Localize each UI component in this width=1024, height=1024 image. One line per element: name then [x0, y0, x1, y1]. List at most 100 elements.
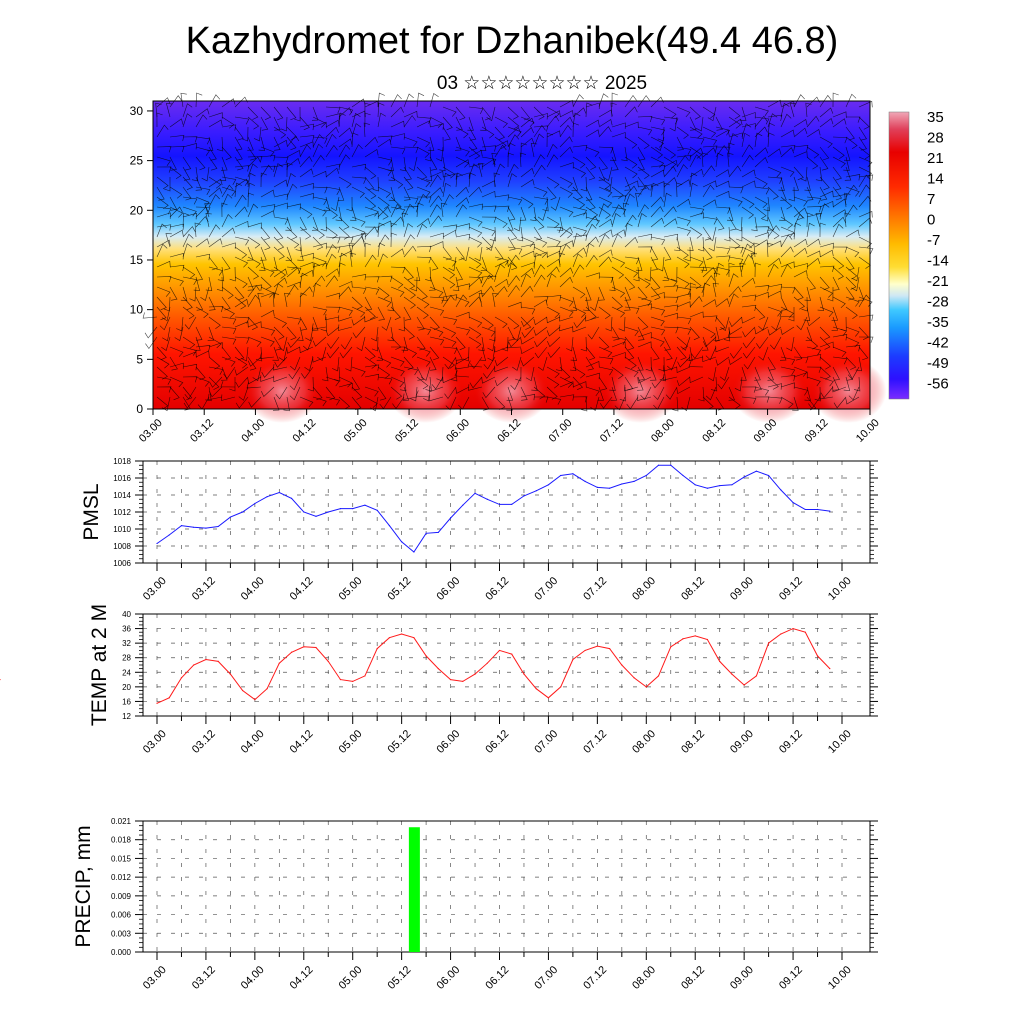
wind-barb: [715, 145, 728, 158]
wind-barb: [468, 203, 484, 211]
wind-barb: [481, 285, 495, 298]
wind-barb: [286, 173, 296, 188]
wind-barb: [715, 152, 724, 168]
temp-line-point: [523, 673, 525, 675]
wind-barb: [650, 126, 666, 136]
wind-barb: [520, 273, 531, 288]
wind-barb: [727, 331, 743, 338]
wind-barb: [789, 103, 797, 118]
wind-barb: [637, 246, 653, 253]
wind-barb: [207, 326, 215, 341]
wind-barb: [364, 373, 380, 381]
wind-barb: [273, 246, 285, 260]
wind-barb: [436, 366, 444, 382]
wind-barb: [624, 336, 635, 351]
wind-barb: [598, 126, 612, 138]
x-tick-label: 04.12: [288, 728, 316, 756]
wind-barb: [707, 226, 717, 242]
temp-line-point: [217, 660, 219, 662]
wind-barb: [819, 118, 834, 128]
wind-barb: [195, 114, 208, 128]
wind-barb: [585, 102, 593, 118]
wind-barb: [455, 233, 471, 241]
wind-barb: [442, 326, 457, 338]
wind-barb: [676, 386, 691, 395]
wind-barb: [572, 264, 585, 278]
wind-barb: [297, 246, 304, 261]
wind-barb: [611, 266, 625, 279]
wind-barb: [442, 294, 458, 301]
wind-barb: [590, 296, 600, 311]
wind-barb: [156, 276, 172, 283]
wind-barb: [729, 316, 743, 328]
temp-line-point: [168, 697, 170, 699]
wind-barb: [741, 123, 756, 130]
wind-barb: [806, 156, 819, 170]
x-tick-label: 03.12: [190, 728, 218, 756]
wind-barb: [559, 146, 573, 158]
wind-barb: [624, 166, 638, 179]
wind-barb: [442, 294, 455, 308]
wind-barb: [480, 116, 487, 131]
wind-barb: [390, 222, 397, 238]
wind-barb: [403, 286, 416, 299]
wind-barb: [325, 236, 341, 244]
x-tick-label: 08.00: [630, 728, 658, 756]
wind-barb: [390, 120, 405, 128]
wind-barb: [273, 283, 284, 298]
wind-barb: [559, 110, 574, 118]
wind-barb: [221, 202, 228, 218]
wind-barb: [559, 366, 571, 380]
wind-barb: [689, 206, 705, 215]
wind-barb: [390, 106, 404, 118]
wind-barb: [533, 386, 546, 400]
wind-barb: [583, 296, 590, 312]
wind-barb: [468, 226, 483, 238]
wind-barb: [645, 356, 652, 372]
temp-line-point: [413, 637, 415, 639]
wind-barb: [320, 216, 327, 232]
wind-barb: [559, 315, 574, 322]
wind-barb: [793, 119, 808, 128]
wind-barb: [364, 166, 377, 180]
wind-barb: [698, 386, 705, 402]
wind-barb: [547, 336, 561, 348]
wind-barb: [614, 396, 626, 411]
wind-barb: [754, 196, 768, 209]
pmsl-line-point: [535, 490, 537, 492]
x-tick-label: 08.12: [679, 964, 707, 992]
wind-barb: [161, 336, 171, 351]
wind-barb: [455, 311, 470, 319]
wind-barb: [390, 306, 401, 320]
wind-barb: [689, 276, 702, 290]
wind-barb: [403, 110, 418, 118]
wind-barb: [442, 276, 456, 289]
wind-barb: [728, 236, 741, 250]
wind-barb: [454, 370, 470, 378]
wind-barb: [390, 203, 402, 218]
wind-barb: [525, 366, 535, 382]
pmsl-line-point: [731, 484, 733, 486]
wind-barb: [572, 233, 582, 248]
wind-barb: [546, 186, 557, 201]
temp-line-point: [242, 689, 244, 692]
wind-barb: [845, 174, 861, 181]
wind-barb: [286, 106, 297, 121]
wind-barb: [241, 126, 249, 142]
pmsl-line-point: [608, 487, 611, 489]
wind-barb: [182, 363, 198, 371]
heatmap-hot-spots: [244, 359, 887, 423]
wind-barb: [364, 112, 371, 128]
wind-barb: [234, 298, 249, 308]
wind-barb: [858, 346, 869, 361]
wind-barb: [403, 326, 415, 340]
wind-barb: [273, 266, 287, 279]
wind-barb: [494, 365, 509, 373]
temp-line-point: [278, 662, 280, 664]
height-tick-label: 10: [130, 303, 144, 317]
wind-barb: [273, 193, 289, 201]
wind-barb: [286, 162, 293, 178]
wind-barb: [793, 166, 804, 181]
wind-barb: [416, 256, 432, 264]
time-tick-label: 06.00: [444, 417, 472, 445]
